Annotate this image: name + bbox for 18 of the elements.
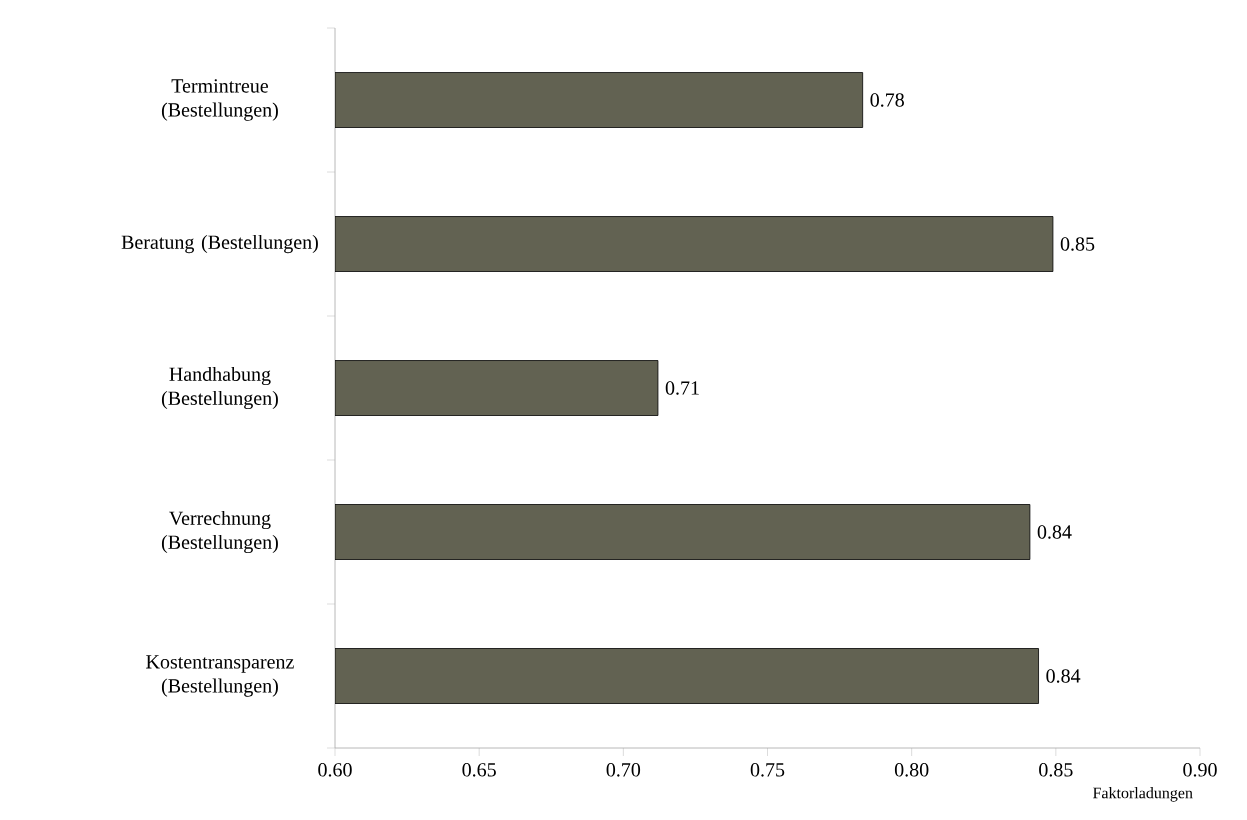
x-tick-label: 0.65 [462,763,496,777]
y-tick-label: Beratung (Bestellungen) [121,234,318,254]
data-label: 0.78 [870,93,904,107]
data-label: 0.85 [1060,237,1095,251]
y-tick-label: Termintreue (Bestellungen) [161,79,278,121]
data-label: 0.71 [665,381,699,395]
x-tick-label: 0.70 [606,763,641,777]
data-label: 0.84 [1046,669,1081,683]
x-axis-title: Faktorladungen [1092,787,1193,802]
x-tick-label: 0.85 [1039,763,1073,777]
y-tick-label: Handhabung (Bestellungen) [161,366,278,410]
y-tick-label: Verrechnung (Bestellungen) [161,510,278,554]
x-tick-label: 0.80 [894,763,929,777]
data-label: 0.84 [1037,525,1072,539]
x-tick-label: 0.90 [1183,763,1217,777]
x-tick-label: 0.75 [750,763,785,777]
x-tick-label: 0.60 [318,763,352,777]
y-tick-label: Kostentransparenz (Bestellungen) [146,655,294,697]
